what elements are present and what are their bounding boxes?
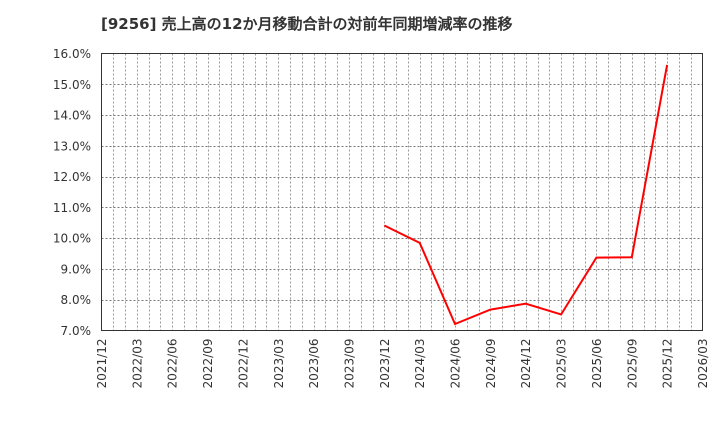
y-tick-label: 14.0%	[53, 109, 91, 123]
y-tick-label: 12.0%	[53, 170, 91, 184]
y-tick-label: 8.0%	[61, 293, 92, 307]
y-tick-label: 9.0%	[61, 262, 92, 276]
x-tick-label: 2024/03	[413, 339, 427, 389]
x-tick-label: 2026/03	[696, 339, 710, 389]
data-line	[383, 64, 669, 326]
x-axis-labels: 2021/12 2022/03 2022/06 2022/09 2022/12 2023/…	[95, 339, 710, 389]
x-tick-label: 2025/09	[625, 339, 639, 389]
y-tick-label: 15.0%	[53, 78, 91, 92]
y-tick-label: 7.0%	[61, 324, 92, 338]
y-axis-labels: 7.0% 8.0% 9.0% 10.0% 11.0% 12.0% 13.0% 14.0% 15.…	[53, 47, 91, 338]
x-tick-label: 2023/03	[272, 339, 286, 389]
y-tick-label: 16.0%	[53, 47, 91, 61]
x-tick-label: 2025/03	[555, 339, 569, 389]
x-tick-label: 2025/06	[590, 339, 604, 389]
x-tick-label: 2024/12	[519, 339, 533, 389]
y-tick-label: 13.0%	[53, 139, 91, 153]
x-tick-label: 2021/12	[95, 339, 109, 389]
x-tick-label: 2024/06	[449, 339, 463, 389]
y-tick-label: 10.0%	[53, 232, 91, 246]
x-tick-label: 2023/09	[342, 339, 356, 389]
x-tick-label: 2023/06	[307, 339, 321, 389]
x-tick-label: 2022/12	[236, 339, 250, 389]
x-tick-label: 2022/06	[166, 339, 180, 389]
x-tick-label: 2023/12	[378, 339, 392, 389]
x-tick-label: 2022/09	[201, 339, 215, 389]
y-tick-label: 11.0%	[53, 201, 91, 215]
plot-area-border	[101, 53, 703, 331]
gridlines	[101, 53, 703, 331]
x-tick-label: 2025/12	[661, 339, 675, 389]
x-tick-label: 2024/09	[484, 339, 498, 389]
chart-title: [9256] 売上高の12か月移動合計の対前年同期増減率の推移	[101, 15, 513, 33]
x-tick-label: 2022/03	[130, 339, 144, 389]
